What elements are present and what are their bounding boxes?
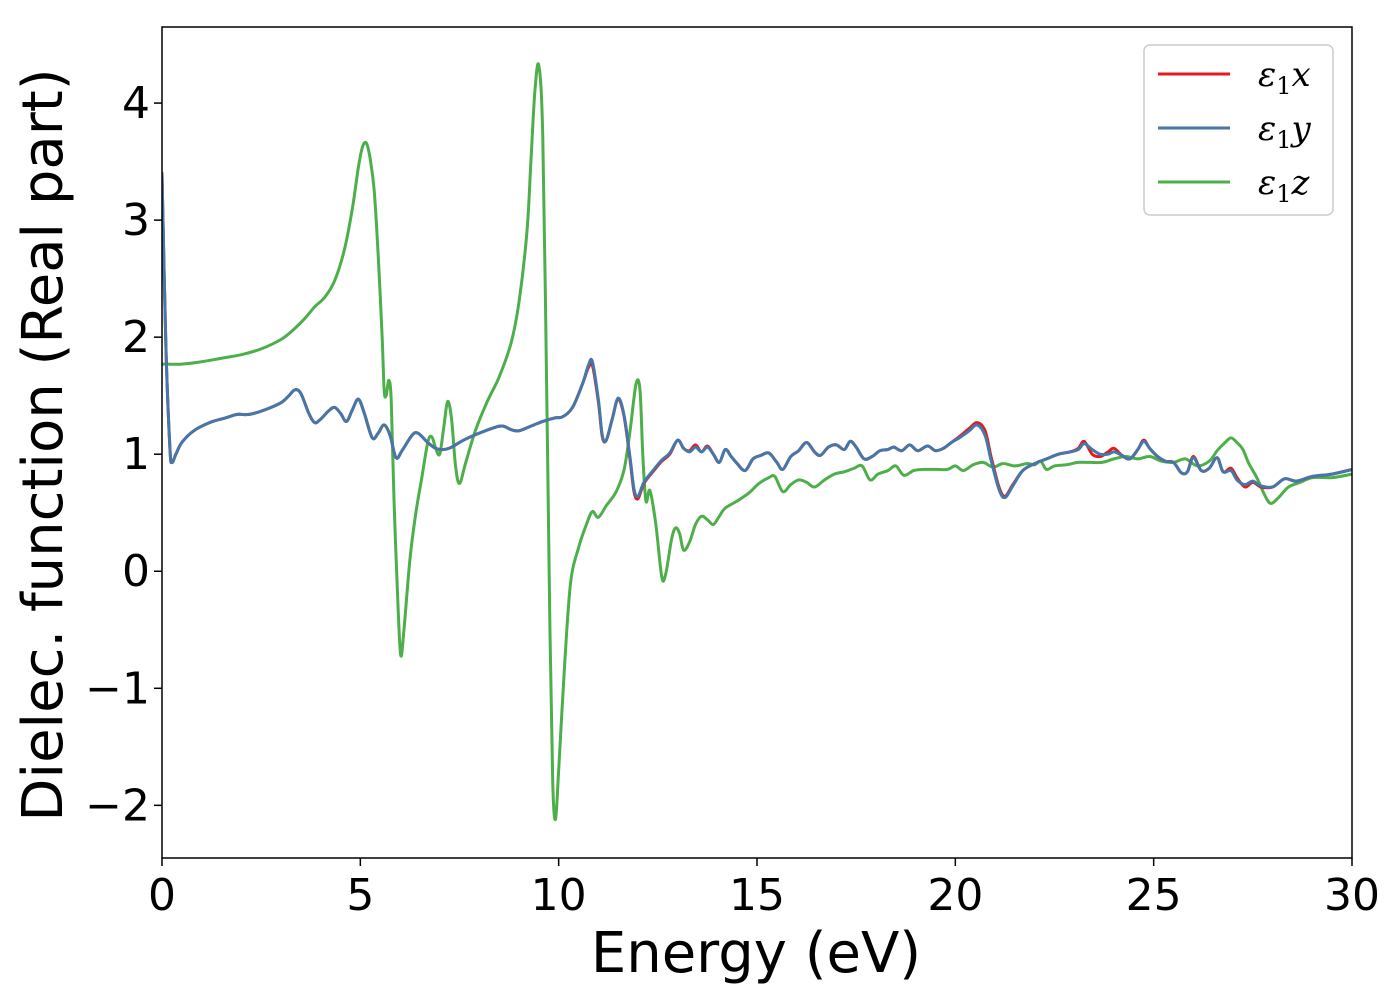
series-line-y	[162, 171, 1352, 500]
legend: ε1x ε1y ε1z	[1143, 44, 1334, 216]
series-line-x	[162, 171, 1352, 501]
y-tick-label: 3	[122, 195, 150, 246]
legend-label-z: ε1z	[1258, 163, 1311, 208]
y-axis-title: Dielec. function (Real part)	[11, 68, 76, 821]
legend-label-x: ε1x	[1258, 55, 1311, 100]
x-tick-label: 0	[148, 870, 176, 921]
y-tick-label: −1	[85, 663, 150, 714]
series-line-z	[162, 62, 1352, 822]
x-tick-label: 20	[927, 870, 983, 921]
y-tick-label: 2	[122, 312, 150, 363]
y-tick-label: −2	[85, 780, 150, 831]
y-tick-label: 1	[122, 429, 150, 480]
tick-layer: 0 5 10 15 20 25 30 −2 −1 0 1 2 3 4	[85, 78, 1380, 921]
legend-label-y: ε1y	[1258, 109, 1312, 154]
y-tick-label: 0	[122, 546, 150, 597]
plot-lines	[162, 62, 1352, 822]
x-tick-label: 5	[346, 870, 374, 921]
y-tick-label: 4	[122, 78, 150, 129]
x-tick-label: 30	[1324, 870, 1380, 921]
x-tick-label: 25	[1126, 870, 1182, 921]
x-axis-title: Energy (eV)	[591, 921, 921, 986]
legend-box	[1143, 44, 1334, 216]
x-tick-label: 15	[729, 870, 785, 921]
x-tick-label: 10	[531, 870, 587, 921]
